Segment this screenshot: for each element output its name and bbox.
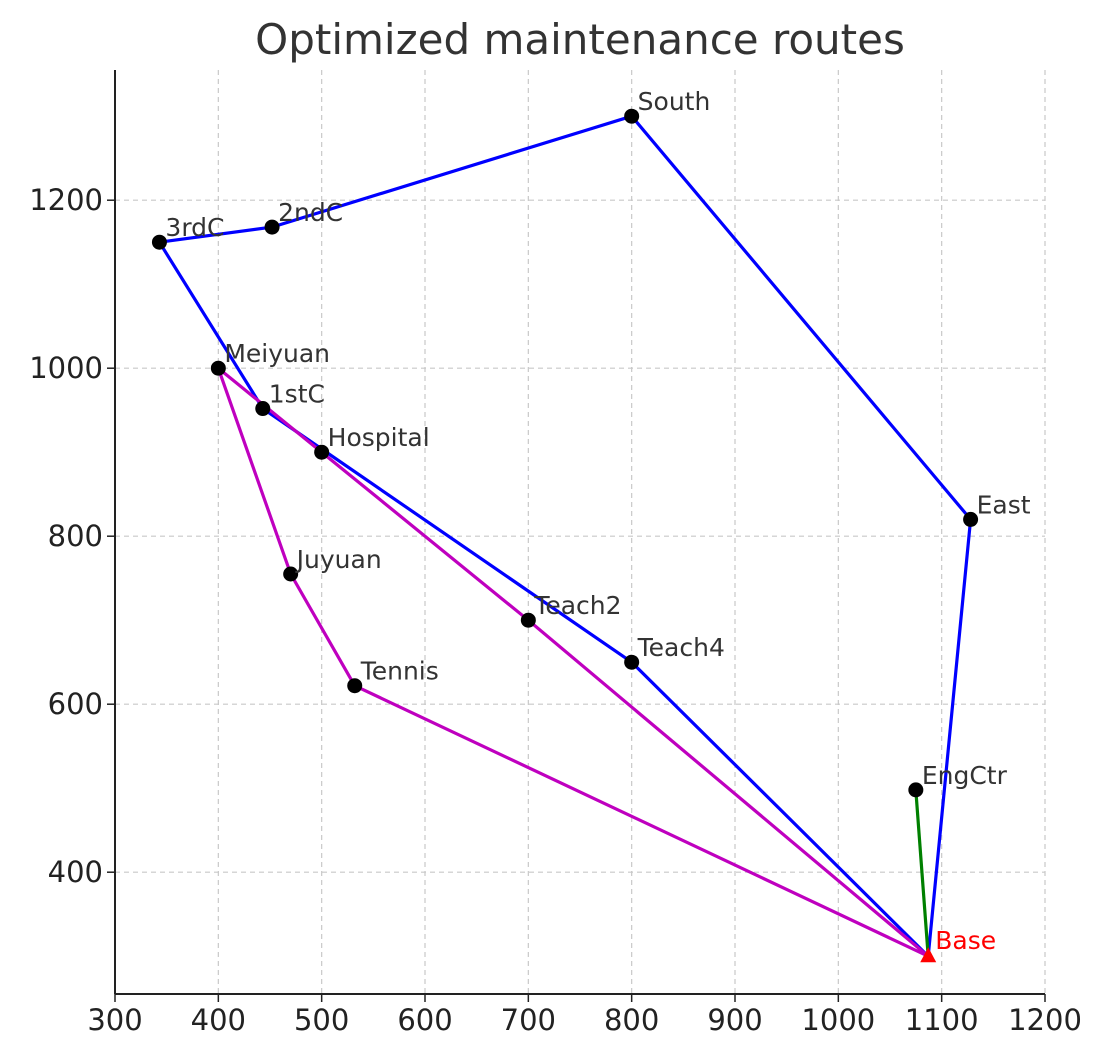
x-tick-label: 900 xyxy=(707,1003,762,1037)
x-tick-label: 1000 xyxy=(801,1003,875,1037)
point-hospital xyxy=(314,444,330,460)
point-label-juyuan: Juyuan xyxy=(295,545,382,574)
point-label-south: South xyxy=(638,87,711,116)
point-label-meiyuan: Meiyuan xyxy=(224,339,330,368)
x-tick-label: 600 xyxy=(397,1003,452,1037)
point-3rdc xyxy=(151,234,167,250)
y-tick-label: 400 xyxy=(48,855,103,889)
point-teach4 xyxy=(624,654,640,670)
y-tick-label: 1200 xyxy=(29,183,103,217)
base-label: Base xyxy=(935,926,996,955)
point-label-engctr: EngCtr xyxy=(922,761,1008,790)
point-meiyuan xyxy=(210,360,226,376)
grid xyxy=(114,70,1046,994)
point-engctr xyxy=(908,782,924,798)
point-teach2 xyxy=(520,612,536,628)
point-south xyxy=(624,108,640,124)
point-label-hospital: Hospital xyxy=(328,423,430,452)
point-label-teach2: Teach2 xyxy=(533,591,621,620)
point-label-teach4: Teach4 xyxy=(637,633,725,662)
point-label-3rdc: 3rdC xyxy=(165,213,224,242)
y-tick-label: 800 xyxy=(48,519,103,553)
chart-title: Optimized maintenance routes xyxy=(255,15,905,64)
x-tick-label: 400 xyxy=(191,1003,246,1037)
x-tick-label: 1200 xyxy=(1008,1003,1082,1037)
y-tick-label: 600 xyxy=(48,687,103,721)
points xyxy=(151,108,979,963)
axes: 300 400 500 600 700 800 900 1000 1100 1200 400 600 8… xyxy=(29,70,1082,1037)
point-1stc xyxy=(255,401,271,417)
point-tennis xyxy=(347,678,363,694)
x-tick-label: 300 xyxy=(87,1003,142,1037)
point-label-east: East xyxy=(977,490,1031,519)
point-label-tennis: Tennis xyxy=(360,657,439,686)
point-label-2ndc: 2ndC xyxy=(278,198,343,227)
point-juyuan xyxy=(283,566,299,582)
x-tick-label: 500 xyxy=(294,1003,349,1037)
x-tick-label: 700 xyxy=(501,1003,556,1037)
route-line-1 xyxy=(157,114,973,958)
point-east xyxy=(963,511,979,527)
route-line-3 xyxy=(914,788,930,957)
y-tick-label: 1000 xyxy=(29,351,103,385)
base-marker xyxy=(920,947,937,963)
x-tick-label: 1100 xyxy=(905,1003,979,1037)
point-label-1stc: 1stC xyxy=(269,380,325,409)
x-tick-label: 800 xyxy=(604,1003,659,1037)
point-2ndc xyxy=(264,219,280,235)
